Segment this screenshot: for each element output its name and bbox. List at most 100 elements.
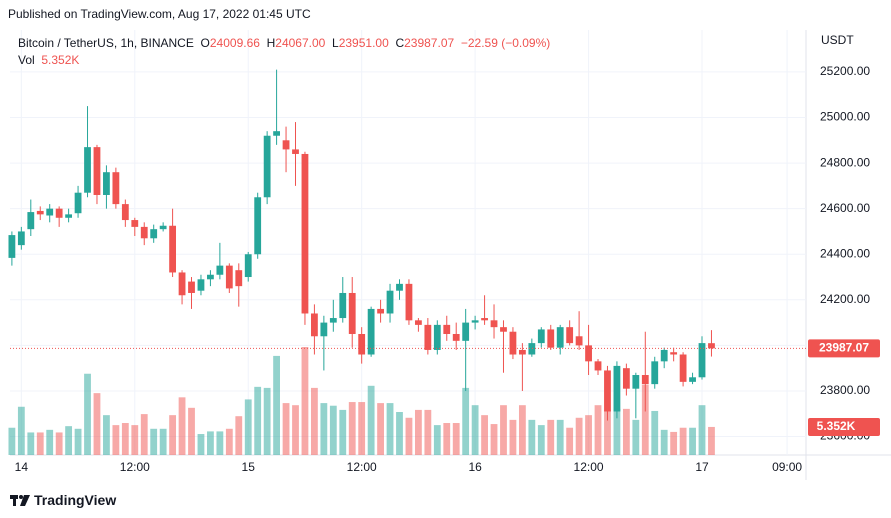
candle-body xyxy=(518,349,526,355)
volume-bar xyxy=(594,405,602,455)
volume-bar xyxy=(103,415,110,455)
volume-bar xyxy=(311,387,318,455)
volume-bar xyxy=(216,431,224,455)
candle-body xyxy=(207,274,214,280)
volume-bar xyxy=(339,409,347,455)
currency-label: USDT xyxy=(821,33,854,47)
candle-body xyxy=(8,235,16,258)
price-label: 23987.07 xyxy=(819,341,869,355)
candle-body xyxy=(500,327,507,332)
candle-body xyxy=(414,320,422,325)
volume-bar xyxy=(471,405,479,455)
volume-bar xyxy=(660,429,668,455)
volume-bar xyxy=(547,419,555,455)
candle-body xyxy=(604,370,611,412)
candle-body xyxy=(188,281,195,293)
x-tick-label: 12:00 xyxy=(574,460,604,474)
candle-body xyxy=(424,324,432,350)
volume-bar xyxy=(55,432,63,455)
candle-body xyxy=(594,361,602,371)
volume-bar xyxy=(46,429,54,455)
volume-bar xyxy=(329,405,337,455)
candle-body xyxy=(74,192,82,214)
candle-body xyxy=(103,172,110,195)
volume-bar xyxy=(27,432,35,455)
logo xyxy=(10,495,30,506)
candle-body xyxy=(292,149,299,154)
candle-body xyxy=(27,212,35,230)
volume-bar xyxy=(670,431,678,455)
volume-bar xyxy=(566,427,574,455)
candle-body xyxy=(65,214,73,218)
volume-bar xyxy=(301,347,309,455)
plot-area xyxy=(10,30,806,455)
price-label-box xyxy=(808,339,880,358)
candle-body xyxy=(216,265,224,275)
volume-bar xyxy=(509,419,517,455)
volume-label: 5.352K xyxy=(817,419,856,433)
volume-bar xyxy=(65,426,73,455)
volume-bar xyxy=(481,415,488,455)
candle-body xyxy=(112,172,120,205)
volume-bar xyxy=(348,402,356,455)
candle-body xyxy=(178,272,186,296)
candle-body xyxy=(339,292,347,319)
candle-body xyxy=(17,231,25,246)
candle-body xyxy=(670,352,678,355)
volume-bar xyxy=(377,403,384,455)
volume-bar xyxy=(386,403,394,455)
candle-body xyxy=(121,204,129,221)
candle-body xyxy=(585,345,592,362)
volume-legend: Vol 5.352K xyxy=(18,53,79,67)
published-note: Published on TradingView.com, Aug 17, 20… xyxy=(8,7,311,21)
candle-body xyxy=(254,197,262,255)
candle-body xyxy=(282,140,290,150)
candle-body xyxy=(235,270,243,287)
candle-body xyxy=(443,324,451,334)
close-value: 23987.07 xyxy=(404,36,455,50)
y-tick-label: 24600.00 xyxy=(820,201,870,215)
volume-bar xyxy=(121,423,129,455)
volume-bar xyxy=(500,405,507,455)
volume-bar xyxy=(708,426,715,455)
candle-body xyxy=(433,324,441,350)
volume-bar xyxy=(225,428,233,455)
x-tick-label: 16 xyxy=(468,460,482,474)
candle-body xyxy=(93,147,101,195)
candle-body xyxy=(348,292,356,334)
candle-body xyxy=(320,322,328,337)
x-tick-label: 09:00 xyxy=(772,460,802,474)
candle-body xyxy=(311,313,318,337)
volume-bar xyxy=(585,415,592,455)
candle-body xyxy=(84,147,91,193)
low-value: 23951.00 xyxy=(338,36,389,50)
candle-body xyxy=(197,279,205,291)
x-tick-label: 14 xyxy=(15,460,29,474)
volume-bar xyxy=(84,373,91,455)
candle-body xyxy=(358,333,366,355)
volume-label-box xyxy=(808,417,880,436)
candle-body xyxy=(159,225,167,230)
volume-bar xyxy=(556,419,564,455)
symbol: Bitcoin / TetherUS, 1h, BINANCE xyxy=(18,36,194,50)
candle-body xyxy=(528,343,536,355)
h-key: H xyxy=(266,36,276,50)
volume-bar xyxy=(17,406,25,455)
open-value: 24009.66 xyxy=(209,36,260,50)
candle-body xyxy=(36,210,44,215)
candle-body xyxy=(273,131,280,136)
volume-bar xyxy=(8,427,16,455)
candle-body xyxy=(660,349,668,362)
candle-body xyxy=(462,322,470,341)
candle-body xyxy=(537,329,545,344)
volume-bar xyxy=(689,427,696,455)
volume-bar xyxy=(292,405,299,455)
c-key: C xyxy=(395,36,405,50)
candle-body xyxy=(471,320,479,323)
candle-body xyxy=(679,354,687,382)
candle-body xyxy=(377,308,384,314)
vol-value: 5.352K xyxy=(41,53,80,67)
volume-bar xyxy=(159,428,167,455)
candle-body xyxy=(263,135,271,198)
